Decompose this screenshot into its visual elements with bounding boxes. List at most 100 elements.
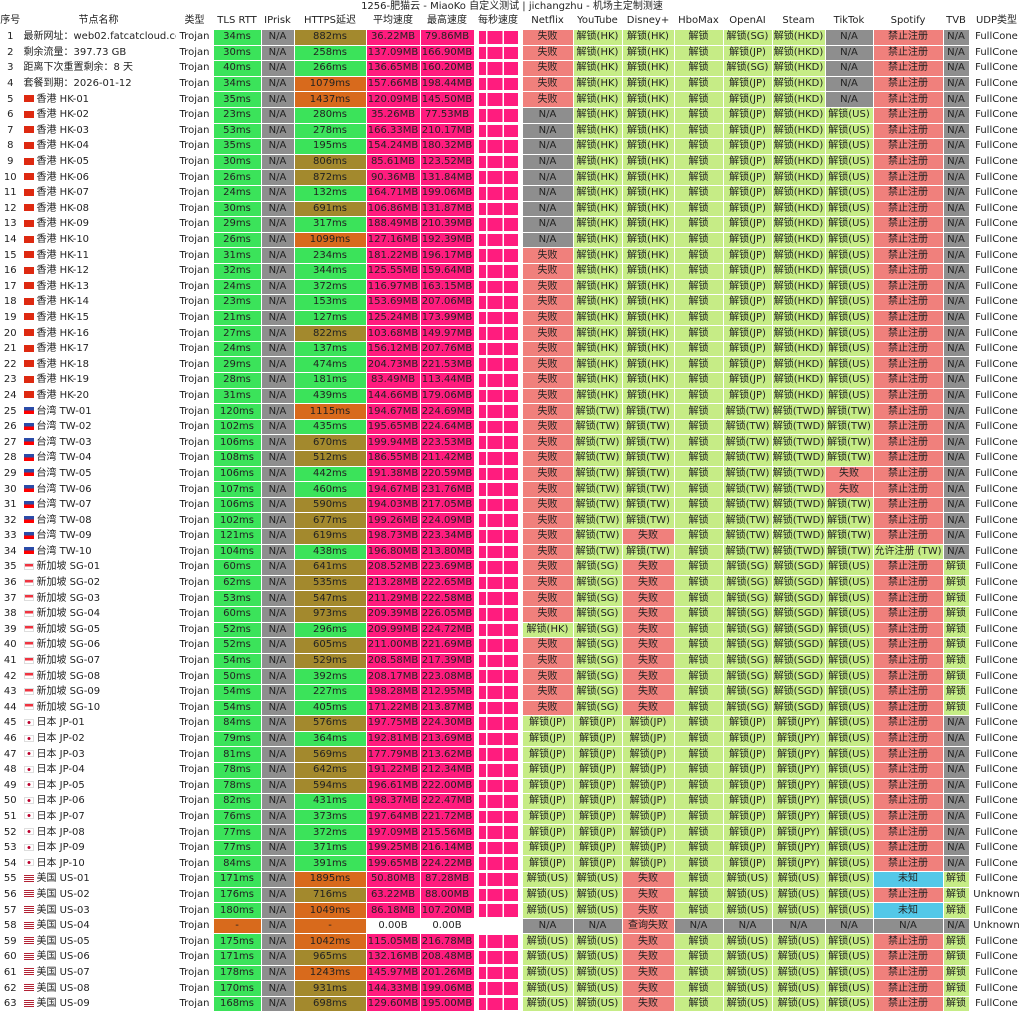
table-cell: 371ms — [294, 840, 367, 857]
cell-text: 解锁 — [688, 156, 709, 168]
table-cell: 55 — [0, 871, 22, 888]
cell-text: 新加坡 SG-01 — [36, 561, 101, 573]
cell-text: 解锁(HKD) — [773, 109, 824, 121]
cell-text: 50.80MB — [370, 873, 416, 885]
cell-text: 解锁(US) — [576, 998, 619, 1010]
cell-text: 解锁(JP) — [529, 826, 566, 838]
table-cell: N/A — [261, 232, 295, 249]
table-cell: Trojan — [176, 887, 214, 904]
cell-text: 192.39MB — [421, 234, 473, 246]
table-cell: Trojan — [176, 76, 214, 93]
table-cell: 46 — [0, 731, 22, 748]
cell-text: 香港 HK-18 — [36, 358, 90, 370]
cell-text: N/A — [947, 265, 965, 277]
table-cell: 解锁(JPY) — [772, 840, 826, 857]
column-header: IPrisk — [261, 13, 295, 30]
cell-text: N/A — [268, 171, 287, 183]
table-cell: 解锁(TW) — [573, 450, 623, 467]
table-row: 54 日本 JP-10 Trojan 84ms N/A 391ms 199.65MB 224.… — [0, 855, 1024, 873]
cell-text: 213.87MB — [421, 701, 473, 713]
table-cell: 解锁(HK) — [573, 325, 623, 342]
cell-text: 55 — [3, 873, 17, 885]
cell-text: N/A — [268, 592, 287, 604]
cell-text: 解锁(HK) — [627, 62, 669, 74]
speed-sparkline — [474, 91, 523, 108]
cell-text: 解锁(US) — [828, 779, 870, 791]
table-cell: 81ms — [213, 746, 262, 763]
cell-text: 解锁(HK) — [576, 93, 619, 105]
cell-text: N/A — [268, 779, 287, 791]
table-cell: 24ms — [213, 279, 262, 296]
table-cell: N/A — [261, 918, 295, 935]
cell-text: 解锁(HK) — [627, 109, 669, 121]
speed-sparkline — [474, 310, 523, 327]
cell-text: 解锁(TWD) — [772, 421, 825, 433]
cell-text: Trojan — [179, 343, 210, 355]
table-cell: 日本 JP-09 — [21, 840, 177, 857]
cell-text: N/A — [268, 998, 287, 1010]
table-cell: 解锁(HK) — [622, 123, 675, 140]
cell-text: 372ms — [312, 280, 348, 292]
table-cell: 51 — [0, 809, 22, 826]
table-cell: 199.06MB — [420, 980, 475, 997]
table-cell: 失败 — [522, 419, 574, 436]
table-cell: 失败 — [622, 559, 675, 576]
cell-text: 解锁 — [688, 31, 709, 43]
cell-text: 194.03MB — [367, 499, 419, 511]
cell-text: 日本 JP-03 — [36, 748, 85, 760]
speed-sparkline — [474, 434, 523, 452]
cell-text: 解锁 — [688, 327, 709, 339]
table-cell: 15 — [0, 247, 22, 264]
table-cell: N/A — [261, 294, 295, 311]
table-cell: 解锁 — [674, 528, 724, 545]
cell-text: 解锁(JP) — [629, 810, 667, 822]
table-cell: 解锁(JP) — [723, 76, 773, 93]
cell-text: 157.66MB — [367, 78, 419, 90]
table-row: 20 香港 HK-16 Trojan 27ms N/A 822ms 103.68MB 149.… — [0, 325, 1024, 342]
table-cell: 144.66MB — [366, 388, 421, 405]
table-cell: 605ms — [294, 637, 367, 654]
table-cell: FullCone — [969, 871, 1024, 888]
cell-text: 解锁(TW) — [827, 514, 871, 526]
table-cell: 解锁(SG) — [723, 684, 773, 701]
table-cell: 解锁 — [674, 45, 724, 62]
cell-text: FullCone — [975, 951, 1018, 963]
table-cell: N/A — [943, 154, 970, 171]
table-cell: N/A — [522, 232, 574, 249]
table-cell: 207.06MB — [420, 294, 475, 311]
hk-flag-icon — [23, 126, 34, 134]
table-cell: 美国 US-04 — [21, 918, 177, 935]
cell-text: 192.81MB — [367, 733, 419, 745]
speed-sparkline — [474, 528, 523, 545]
table-cell: 102ms — [213, 419, 262, 436]
cell-text: 解锁(JP) — [629, 795, 667, 807]
table-cell: Trojan — [176, 668, 214, 685]
table-cell: 失败 — [522, 247, 574, 264]
table-cell: 解锁(HKD) — [772, 138, 826, 155]
table-cell: N/A — [522, 169, 574, 186]
table-cell: 197.75MB — [366, 715, 421, 732]
table-cell: 解锁 — [943, 980, 970, 997]
table-cell: 解锁(TWD) — [772, 466, 826, 483]
table-cell: 解锁 — [674, 294, 724, 311]
jp-flag-icon — [23, 765, 34, 773]
speed-sparkline — [474, 684, 523, 701]
table-cell: 禁止注册 — [873, 232, 944, 249]
cell-text: FullCone — [975, 93, 1018, 105]
cell-text: 215.56MB — [421, 826, 473, 838]
cell-text: 29 — [3, 467, 17, 479]
cell-text: 160.20MB — [421, 62, 473, 74]
cell-text: 209.39MB — [367, 608, 419, 620]
table-cell: 547ms — [294, 590, 367, 607]
table-cell: 禁止注册 — [873, 388, 944, 405]
table-cell: 失败 — [522, 497, 574, 514]
table-cell: 解锁 — [674, 341, 724, 358]
column-header: 平均速度 — [366, 13, 421, 30]
table-cell: 禁止注册 — [873, 512, 944, 529]
table-cell: 失败 — [622, 668, 675, 685]
cell-text: 解锁(TW) — [827, 530, 871, 542]
cell-text: N/A — [268, 156, 287, 168]
cell-text: 278ms — [312, 124, 348, 136]
cell-text: 台湾 TW-10 — [36, 545, 92, 557]
cell-text: 解锁(US) — [576, 966, 619, 978]
